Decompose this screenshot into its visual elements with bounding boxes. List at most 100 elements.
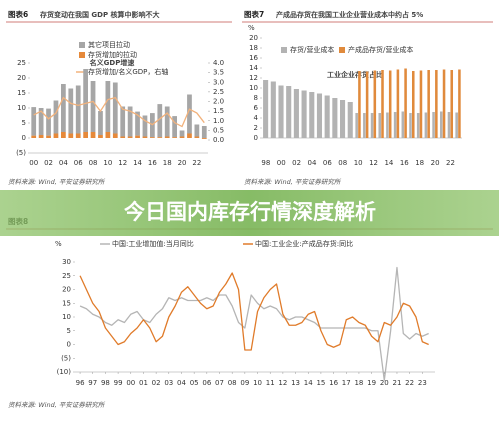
y-tick-label: 30: [62, 258, 71, 266]
bar: [120, 106, 126, 137]
y-tick-label: 0: [67, 341, 71, 349]
bar: [135, 135, 140, 138]
bar: [120, 136, 126, 138]
y-tick-label: 5: [22, 119, 26, 127]
bar: [263, 80, 269, 138]
bar: [309, 92, 315, 138]
bar: [187, 94, 192, 134]
x-tick-label: 16: [329, 379, 338, 387]
bar: [381, 70, 384, 138]
bar: [38, 135, 44, 138]
x-tick-label: 13: [291, 379, 300, 387]
x-tick-label: 22: [405, 379, 414, 387]
bar: [112, 82, 118, 134]
x-tick-label: 06: [323, 159, 332, 167]
bar: [401, 111, 405, 138]
x-tick-label: 21: [393, 379, 402, 387]
x-tick-label: 02: [44, 159, 53, 167]
bar: [46, 108, 51, 136]
bar: [324, 95, 330, 138]
bar: [75, 85, 81, 134]
bar: [150, 137, 155, 138]
x-tick-label: 12: [118, 159, 127, 167]
bar: [316, 93, 323, 138]
bar: [442, 69, 446, 138]
x-tick-label: 00: [29, 159, 38, 167]
y2-tick-label: 2.5: [213, 88, 224, 96]
banner-band: [0, 190, 499, 236]
x-tick-label: 14: [384, 159, 393, 167]
x-tick-label: 97: [88, 379, 97, 387]
bar: [68, 88, 74, 134]
x-tick-label: 15: [316, 379, 325, 387]
x-tick-label: 22: [192, 159, 201, 167]
x-tick-label: 98: [101, 379, 110, 387]
bar: [98, 111, 103, 135]
x-tick-label: 04: [308, 159, 317, 167]
bar: [278, 85, 284, 138]
figure-label: 图表6: [8, 9, 28, 19]
bar: [455, 112, 458, 138]
y2-tick-label: 1.0: [213, 117, 224, 125]
bar: [286, 86, 292, 138]
bar: [386, 112, 389, 138]
bar: [142, 115, 148, 137]
line: [79, 272, 429, 351]
bar: [358, 71, 361, 138]
x-tick-label: 17: [342, 379, 351, 387]
bar: [61, 132, 66, 138]
x-tick-label: 20: [380, 379, 389, 387]
y-tick-label: 25: [17, 59, 26, 67]
y-tick-label: 2: [254, 124, 258, 132]
bar: [432, 112, 435, 138]
x-tick-label: 11: [266, 379, 275, 387]
y-tick-label: 12: [249, 74, 258, 82]
x-tick-label: 00: [126, 379, 135, 387]
bar: [187, 133, 192, 138]
bar: [363, 113, 366, 138]
y2-tick-label: 3.5: [213, 69, 224, 77]
figure-title: 产成品存货在我国工业企业营业成本中约占 5%: [276, 10, 423, 19]
bar: [416, 113, 420, 138]
bar: [105, 132, 111, 138]
legend-swatch: [281, 47, 287, 53]
x-tick-label: 08: [89, 159, 98, 167]
y-tick-label: 16: [249, 54, 258, 62]
bar: [424, 112, 428, 138]
bar: [75, 133, 81, 138]
bar: [90, 81, 96, 132]
y-unit: %: [55, 240, 62, 248]
y-tick-label: 14: [249, 64, 258, 72]
bar: [419, 70, 423, 138]
bar: [38, 108, 44, 135]
bar: [447, 112, 451, 138]
x-tick-label: 22: [446, 159, 455, 167]
x-tick-label: 16: [148, 159, 157, 167]
bar: [340, 100, 346, 138]
source: 资料来源: Wind, 平安证券研究所: [244, 178, 342, 186]
bar: [127, 136, 133, 138]
x-tick-label: 02: [152, 379, 161, 387]
y-tick-label: 8: [254, 94, 258, 102]
x-tick-label: 14: [133, 159, 142, 167]
bar: [355, 113, 358, 138]
bar: [157, 104, 163, 138]
legend-swatch: [339, 47, 345, 53]
bar: [179, 130, 185, 137]
x-tick-label: 23: [418, 379, 427, 387]
bar: [201, 138, 207, 139]
y-tick-label: 6: [254, 104, 259, 112]
y-unit: %: [248, 24, 255, 32]
bar: [450, 70, 454, 138]
legend-label: 其它项目拉动: [88, 40, 130, 49]
legend-label: 存货增加/名义GDP，右轴: [88, 67, 168, 76]
bar: [435, 70, 438, 138]
bar: [332, 98, 338, 138]
y-tick-label: 10: [249, 84, 258, 92]
x-tick-label: 20: [178, 159, 187, 167]
figure-title: 存货变动在我国 GDP 核算中影响不大: [40, 10, 160, 19]
bar: [458, 69, 461, 138]
y-tick-label: 15: [62, 299, 71, 307]
x-tick-label: 02: [292, 159, 301, 167]
legend-swatch: [79, 52, 85, 58]
